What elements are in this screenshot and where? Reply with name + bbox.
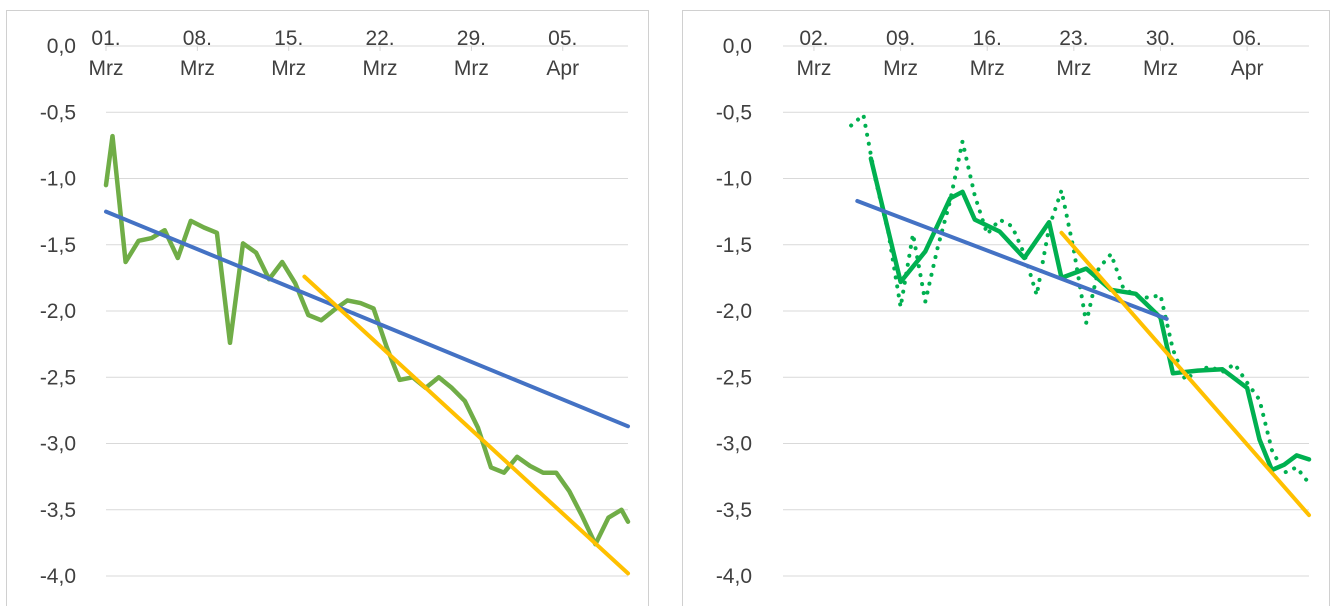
- series-line-trend-trend-late: [302, 274, 630, 576]
- x-tick-label-month: Apr: [1231, 57, 1264, 80]
- y-tick-label: -4,0: [40, 565, 76, 588]
- chart-panel-right: 0,0 -0,5 -1,0 -1,5 -2,0 -2,5 -3,0 -3,5 -4,0 02. Mr…: [682, 10, 1330, 606]
- y-tick-label: -2,0: [40, 300, 76, 323]
- x-tick-label-day: 02.: [799, 27, 828, 50]
- y-tick-label: -2,5: [716, 366, 752, 389]
- x-tick-label-day: 30.: [1146, 27, 1175, 50]
- x-tick-label-day: 05.: [548, 27, 577, 50]
- x-tick-label-month: Apr: [546, 57, 579, 80]
- x-tick-label-day: 16.: [973, 27, 1002, 50]
- y-tick-label: 0,0: [47, 35, 76, 58]
- x-tick-label-month: Mrz: [883, 57, 918, 80]
- x-tick-label-month: Mrz: [363, 57, 398, 80]
- y-tick-label: -0,5: [40, 101, 76, 124]
- y-tick-label: -3,0: [716, 433, 752, 456]
- series-line-trend-trend-early: [855, 199, 1169, 321]
- x-tick-label-month: Mrz: [796, 57, 831, 80]
- y-tick-label: -3,5: [40, 499, 76, 522]
- x-tick-label-day: 29.: [457, 27, 486, 50]
- y-tick-label: 0,0: [723, 35, 752, 58]
- x-tick-label-day: 22.: [365, 27, 394, 50]
- x-tick-label-month: Mrz: [180, 57, 215, 80]
- series-line-trend-trend-early: [104, 209, 630, 429]
- y-tick-label: -0,5: [716, 101, 752, 124]
- x-tick-label-month: Mrz: [1143, 57, 1178, 80]
- series-line-solid-measured: [103, 133, 631, 547]
- x-tick-label-day: 08.: [183, 27, 212, 50]
- x-tick-label-month: Mrz: [454, 57, 489, 80]
- y-tick-label: -1,0: [40, 168, 76, 191]
- y-tick-label: -2,5: [40, 366, 76, 389]
- x-tick-label-day: 23.: [1059, 27, 1088, 50]
- series-line-dotted-measured-dark: [849, 112, 1311, 486]
- x-tick-label-month: Mrz: [89, 57, 124, 80]
- y-tick-label: -3,0: [40, 433, 76, 456]
- x-tick-label-day: 09.: [886, 27, 915, 50]
- chart-panel-left: 0,0 -0,5 -1,0 -1,5 -2,0 -2,5 -3,0 -3,5 -4,0 01. Mr…: [6, 10, 649, 606]
- y-tick-label: -1,5: [40, 234, 76, 257]
- y-tick-label: -2,0: [716, 300, 752, 323]
- y-tick-label: -1,5: [716, 234, 752, 257]
- x-tick-label-month: Mrz: [970, 57, 1005, 80]
- x-tick-label-month: Mrz: [1056, 57, 1091, 80]
- series-line-trend-trend-late: [1059, 230, 1311, 518]
- x-tick-label-month: Mrz: [271, 57, 306, 80]
- x-tick-label-day: 06.: [1233, 27, 1262, 50]
- x-tick-label-day: 01.: [91, 27, 120, 50]
- y-tick-label: -4,0: [716, 565, 752, 588]
- line-chart-right: 0,0 -0,5 -1,0 -1,5 -2,0 -2,5 -3,0 -3,5 -4,0 02. Mr…: [716, 27, 1312, 588]
- y-tick-label: -3,5: [716, 499, 752, 522]
- line-chart-left: 0,0 -0,5 -1,0 -1,5 -2,0 -2,5 -3,0 -3,5 -4,0 01. Mr…: [40, 27, 631, 588]
- y-tick-label: -1,0: [716, 168, 752, 191]
- x-tick-label-day: 15.: [274, 27, 303, 50]
